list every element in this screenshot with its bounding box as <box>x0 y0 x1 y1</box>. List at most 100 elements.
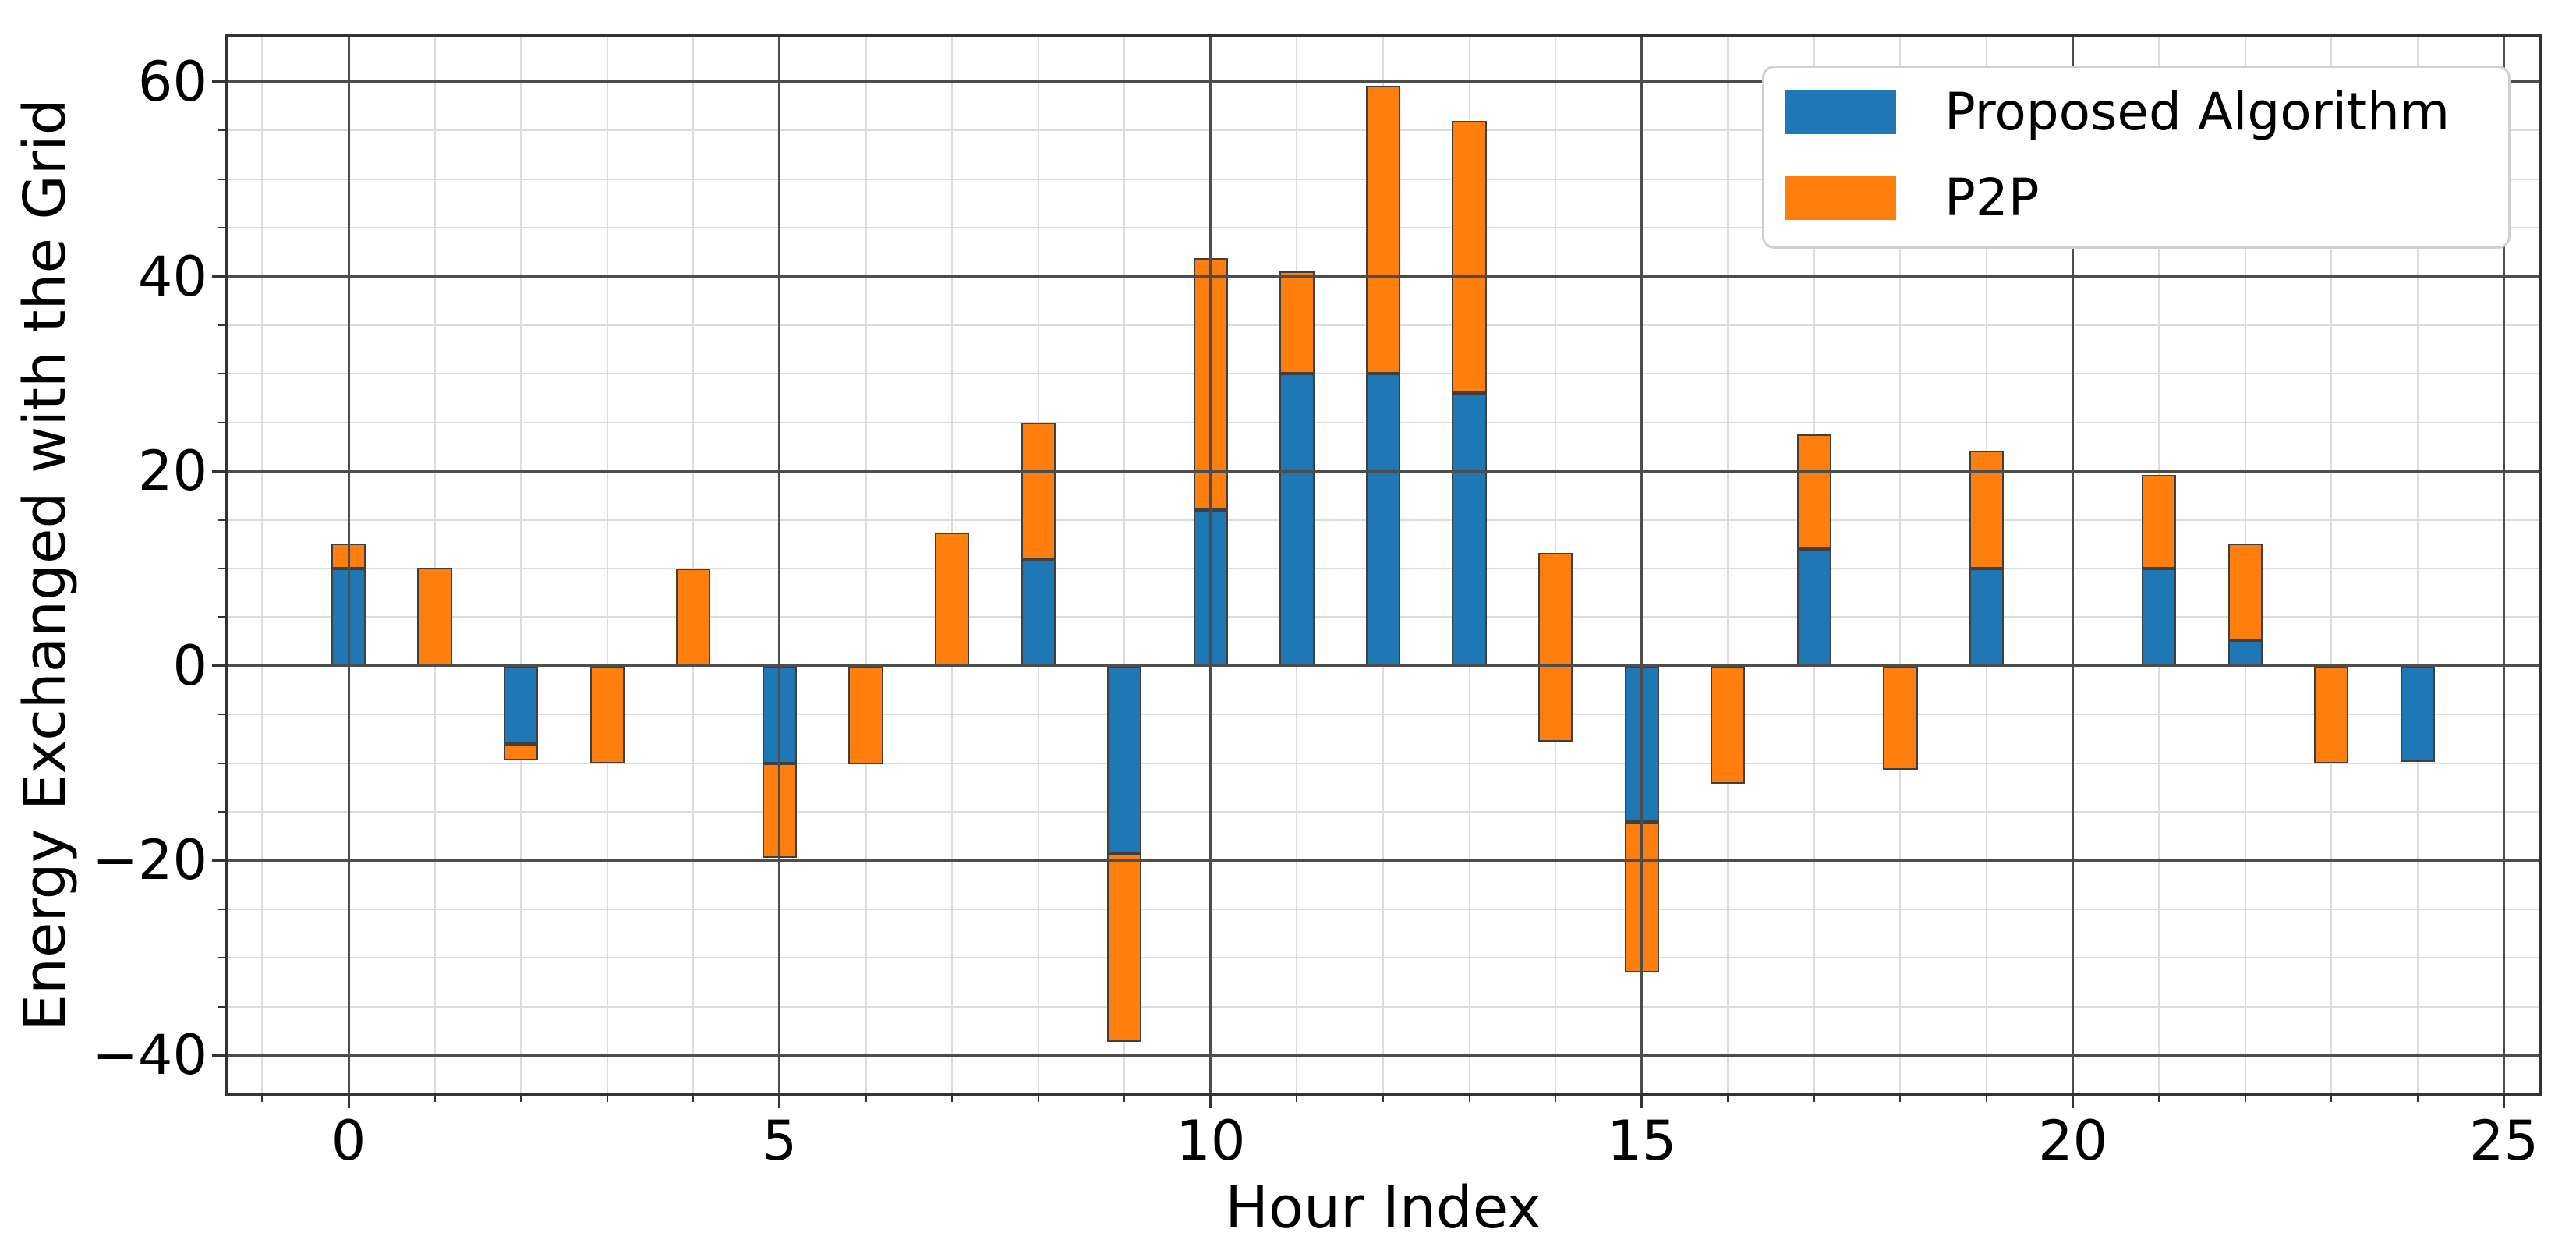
x-minor-tick <box>1899 1094 1902 1102</box>
y-tick-label: 20 <box>137 439 207 504</box>
y-axis-label: Energy Exchanged with the Grid <box>12 98 79 1031</box>
x-major-tick <box>1640 1094 1644 1108</box>
legend-row-proposed-algorithm: Proposed Algorithm <box>1785 81 2485 142</box>
y-minor-tick <box>218 908 226 910</box>
legend-row-p2p: P2P <box>1785 172 2485 224</box>
x-tick-label: 0 <box>331 1109 366 1173</box>
y-major-tick <box>212 859 226 862</box>
y-minor-tick <box>218 1005 226 1008</box>
x-minor-tick <box>1813 1094 1815 1102</box>
x-major-tick <box>778 1094 781 1108</box>
bar-p2p-hour-15 <box>1624 821 1659 972</box>
x-major-tick <box>347 1094 350 1108</box>
x-minor-tick <box>1123 1094 1126 1102</box>
x-major-tick <box>2072 1094 2075 1108</box>
bar-proposed-hour-0 <box>331 568 366 666</box>
x-minor-tick <box>1037 1094 1039 1102</box>
x-tick-label: 25 <box>2469 1109 2539 1173</box>
bar-proposed-hour-5 <box>762 665 798 763</box>
y-minor-tick <box>218 129 226 132</box>
x-minor-tick <box>692 1094 695 1102</box>
bar-p2p-hour-3 <box>589 665 625 763</box>
x-major-tick <box>2503 1094 2506 1108</box>
y-minor-tick <box>218 373 226 375</box>
y-minor-tick <box>218 421 226 423</box>
y-minor-tick <box>218 567 226 569</box>
bar-p2p-hour-21 <box>2142 475 2177 569</box>
x-minor-tick <box>1468 1094 1470 1102</box>
y-minor-tick <box>218 519 226 521</box>
bar-p2p-hour-16 <box>1711 665 1746 784</box>
bar-p2p-hour-5 <box>762 763 798 858</box>
bar-p2p-hour-14 <box>1538 553 1573 742</box>
x-tick-label: 10 <box>1176 1109 1246 1173</box>
x-minor-tick <box>2158 1094 2160 1102</box>
bar-proposed-hour-13 <box>1452 393 1487 666</box>
bar-p2p-hour-17 <box>1796 434 1831 550</box>
x-tick-label: 15 <box>1607 1109 1677 1173</box>
y-minor-tick <box>218 957 226 959</box>
x-tick-label: 5 <box>762 1109 798 1173</box>
bar-proposed-hour-22 <box>2227 640 2263 666</box>
bar-proposed-hour-9 <box>1107 665 1142 854</box>
x-axis-label: Hour Index <box>1225 1174 1541 1242</box>
x-minor-tick <box>1296 1094 1298 1102</box>
y-minor-tick <box>218 714 226 716</box>
bar-proposed-hour-12 <box>1365 374 1401 666</box>
y-minor-tick <box>218 616 226 618</box>
x-minor-tick <box>865 1094 867 1102</box>
bar-p2p-hour-1 <box>417 567 452 666</box>
bar-p2p-hour-13 <box>1452 120 1487 394</box>
legend-label-proposed-algorithm: Proposed Algorithm <box>1944 81 2450 142</box>
bar-proposed-hour-24 <box>2400 665 2436 763</box>
bar-p2p-hour-23 <box>2314 665 2349 763</box>
y-tick-label: −40 <box>92 1023 207 1088</box>
x-tick-label: 20 <box>2038 1109 2108 1173</box>
bar-p2p-hour-12 <box>1365 85 1401 374</box>
legend-swatch-proposed-algorithm <box>1785 90 1896 134</box>
bar-p2p-hour-10 <box>1193 257 1228 511</box>
bar-proposed-hour-21 <box>2142 568 2177 666</box>
bar-proposed-hour-20 <box>2055 663 2090 667</box>
y-minor-tick <box>218 227 226 229</box>
legend-label-p2p: P2P <box>1944 167 2040 228</box>
bar-p2p-hour-0 <box>331 543 366 569</box>
bar-proposed-hour-8 <box>1021 558 1056 666</box>
bar-p2p-hour-22 <box>2227 543 2263 641</box>
x-minor-tick <box>1555 1094 1557 1102</box>
legend-swatch-p2p <box>1785 175 1896 220</box>
y-major-tick <box>212 469 226 473</box>
y-minor-tick <box>218 811 226 813</box>
y-tick-label: 60 <box>137 49 207 114</box>
x-minor-tick <box>2330 1094 2333 1102</box>
x-minor-tick <box>606 1094 608 1102</box>
bar-proposed-hour-19 <box>1969 568 2005 666</box>
x-minor-tick <box>261 1094 264 1102</box>
y-major-tick <box>212 80 226 83</box>
bar-p2p-hour-19 <box>1969 450 2005 569</box>
y-major-tick <box>212 275 226 278</box>
bar-p2p-hour-6 <box>848 665 883 764</box>
bar-p2p-hour-7 <box>934 532 970 666</box>
y-tick-label: −20 <box>92 828 207 893</box>
bar-p2p-hour-8 <box>1021 422 1056 559</box>
x-minor-tick <box>951 1094 954 1102</box>
y-tick-label: 40 <box>137 244 207 309</box>
bar-p2p-hour-9 <box>1107 853 1142 1042</box>
bar-p2p-hour-4 <box>676 568 711 666</box>
y-minor-tick <box>218 324 226 326</box>
bar-proposed-hour-10 <box>1193 510 1228 666</box>
y-major-tick <box>212 1054 226 1057</box>
x-minor-tick <box>2244 1094 2246 1102</box>
x-minor-tick <box>1727 1094 1729 1102</box>
y-major-tick <box>212 664 226 668</box>
y-minor-tick <box>218 762 226 764</box>
x-minor-tick <box>520 1094 522 1102</box>
x-minor-tick <box>2416 1094 2419 1102</box>
x-major-tick <box>1209 1094 1212 1108</box>
legend: Proposed Algorithm P2P <box>1762 66 2511 249</box>
bar-proposed-hour-15 <box>1624 665 1659 822</box>
bar-p2p-hour-2 <box>504 743 539 760</box>
bar-proposed-hour-2 <box>504 665 539 744</box>
